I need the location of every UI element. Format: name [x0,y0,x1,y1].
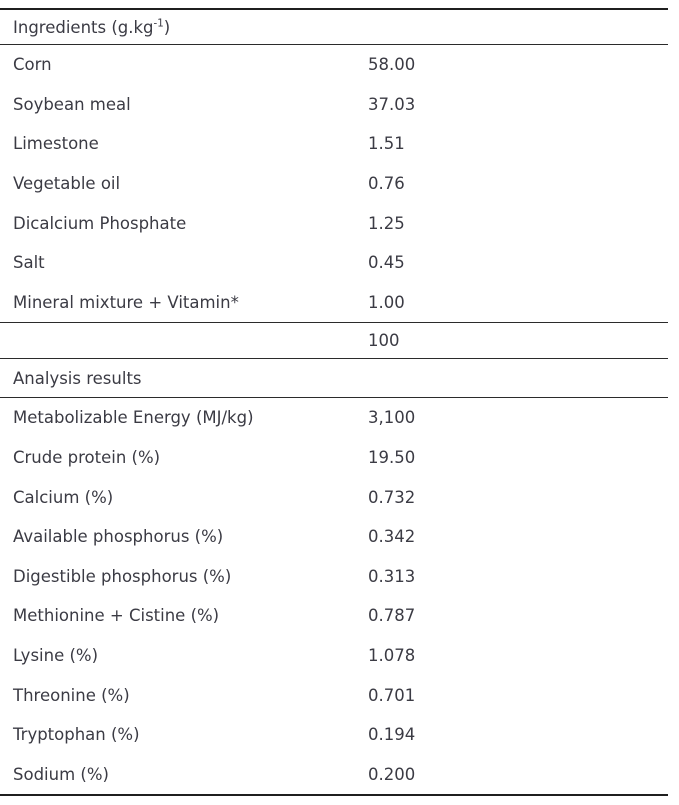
ingredient-label: Dicalcium Phosphate [13,213,187,233]
analysis-label: Threonine (%) [13,685,130,705]
table-row: Dicalcium Phosphate 1.25 [0,203,668,243]
section-header-row-ingredients: Ingredients (g.kg-1) [0,8,668,45]
analysis-section-title: Analysis results [13,368,142,388]
table-row: Lysine (%) 1.078 [0,636,668,676]
analysis-label: Crude protein (%) [13,448,161,468]
analysis-value: 0.200 [368,764,416,784]
table-row: Tryptophan (%) 0.194 [0,715,668,755]
ingredient-label: Limestone [13,134,99,154]
ingredients-section-title: Ingredients (g.kg-1) [0,18,368,37]
table-row: Threonine (%) 0.701 [0,675,668,715]
ingredient-value: 1.25 [368,213,405,233]
table-row: Digestible phosphorus (%) 0.313 [0,557,668,597]
table-row: Salt 0.45 [0,243,668,283]
table-row: Vegetable oil 0.76 [0,164,668,204]
analysis-value: 19.50 [368,448,416,468]
analysis-label: Tryptophan (%) [13,725,140,745]
ingredients-title-suffix: ) [163,17,171,37]
analysis-label: Methionine + Cistine (%) [13,606,220,626]
table-row: Mineral mixture + Vitamin* 1.00 [0,283,668,323]
table-row: Limestone 1.51 [0,124,668,164]
ingredient-value: 1.00 [368,292,405,312]
total-row: 100 [0,322,668,360]
analysis-value: 0.787 [368,606,416,626]
analysis-label: Lysine (%) [13,646,99,666]
ingredient-value: 37.03 [368,94,416,114]
analysis-label: Digestible phosphorus (%) [13,566,232,586]
analysis-value: 0.194 [368,725,416,745]
analysis-label: Calcium (%) [13,487,114,507]
analysis-value: 3,100 [368,408,416,428]
table-row: Metabolizable Energy (MJ/kg) 3,100 [0,398,668,438]
ingredient-value: 58.00 [368,55,416,75]
analysis-value: 0.732 [368,487,416,507]
ingredient-label: Vegetable oil [13,174,121,194]
ingredient-label: Mineral mixture + Vitamin* [13,292,239,312]
total-value: 100 [368,331,400,351]
analysis-label: Metabolizable Energy (MJ/kg) [13,408,254,428]
table-row: Sodium (%) 0.200 [0,755,668,795]
table-row: Methionine + Cistine (%) 0.787 [0,596,668,636]
ingredients-title-superscript: -1 [153,18,164,29]
table-row: Corn 58.00 [0,45,668,85]
section-header-row-analysis: Analysis results [0,359,668,399]
analysis-value: 1.078 [368,646,416,666]
ingredient-value: 0.45 [368,253,405,273]
analysis-label: Available phosphorus (%) [13,527,224,547]
ingredient-value: 0.76 [368,174,405,194]
table-row: Available phosphorus (%) 0.342 [0,517,668,557]
ingredient-label: Soybean meal [13,94,131,114]
ingredient-label: Salt [13,253,45,273]
ingredient-value: 1.51 [368,134,405,154]
table-row: Calcium (%) 0.732 [0,477,668,517]
ingredient-label: Corn [13,55,52,75]
ingredients-title-prefix: Ingredients (g.kg [13,17,154,37]
analysis-value: 0.701 [368,685,416,705]
table-row: Crude protein (%) 19.50 [0,438,668,478]
analysis-value: 0.342 [368,527,416,547]
analysis-label: Sodium (%) [13,764,109,784]
diet-composition-table: Ingredients (g.kg-1) Corn 58.00 Soybean … [0,8,668,797]
table-row: Soybean meal 37.03 [0,85,668,125]
analysis-value: 0.313 [368,566,416,586]
